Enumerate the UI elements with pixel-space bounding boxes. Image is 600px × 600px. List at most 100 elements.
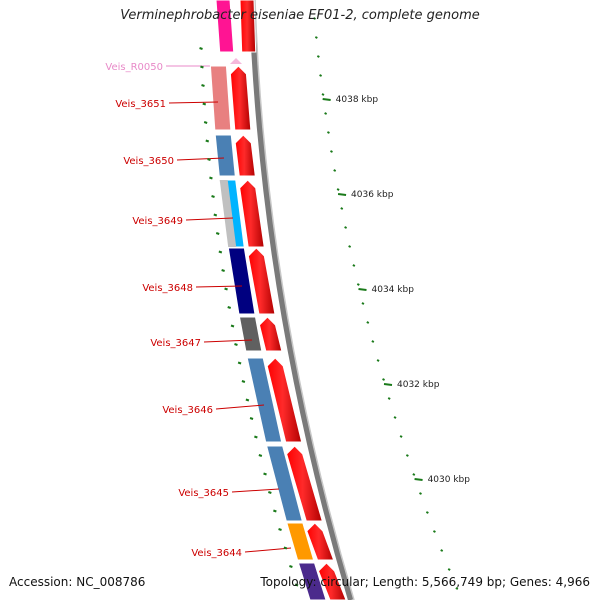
scale-minor-tick xyxy=(412,473,416,476)
genome-summary-text: Topology: circular; Length: 5,566,749 bp… xyxy=(260,575,590,589)
gene-strand-arrow xyxy=(306,522,335,561)
gene-veis-3644[interactable]: Veis_3644 xyxy=(191,522,335,561)
minor-tick xyxy=(258,454,263,457)
scale-minor-tick xyxy=(333,169,337,172)
gene-veis-3649[interactable]: Veis_3649 xyxy=(132,179,265,248)
minor-tick xyxy=(218,250,223,254)
genome-backbone xyxy=(249,0,355,600)
minor-tick xyxy=(241,380,246,383)
gene-feature-block xyxy=(209,65,232,131)
scale-major-tick xyxy=(337,193,347,196)
scale-minor-tick xyxy=(324,112,328,115)
scale-tick-label: 4032 kbp xyxy=(397,380,440,390)
gene-feature-block xyxy=(246,357,283,443)
accession-text: Accession: NC_008786 xyxy=(9,575,146,589)
gene-label[interactable]: Veis_3649 xyxy=(132,216,183,227)
scale-minor-tick xyxy=(376,359,380,362)
scale-major-tick xyxy=(322,98,331,101)
gene-veis-3650[interactable]: Veis_3650 xyxy=(123,134,256,177)
scale-minor-tick xyxy=(340,207,344,210)
gene-feature-block xyxy=(297,562,327,600)
minor-tick xyxy=(283,546,288,550)
scale-minor-tick xyxy=(455,587,459,590)
minor-tick xyxy=(249,417,254,420)
minor-tick xyxy=(205,139,210,143)
scale-minor-tick xyxy=(432,530,436,533)
gene-label-leader xyxy=(168,101,219,104)
scale-minor-tick xyxy=(405,454,409,457)
gene-veis-r0050[interactable]: Veis_R0050 xyxy=(105,58,243,73)
minor-tick xyxy=(234,343,238,346)
scale-minor-tick xyxy=(321,93,325,96)
scale-minor-tick xyxy=(393,416,397,419)
minor-tick xyxy=(221,269,225,272)
scale-minor-tick xyxy=(326,131,330,134)
gene-strand-arrow xyxy=(234,134,256,177)
gene-label[interactable]: Veis_3650 xyxy=(123,156,174,167)
scale-minor-tick xyxy=(371,340,375,343)
gene-veis-3646[interactable]: Veis_3646 xyxy=(162,357,303,443)
gene-label-leader xyxy=(203,339,253,343)
minor-tick xyxy=(224,287,228,291)
minor-tick xyxy=(237,361,242,365)
scale-minor-tick xyxy=(352,264,356,267)
scale-tick-label: 4034 kbp xyxy=(372,285,415,295)
minor-tick xyxy=(202,102,207,106)
minor-tick xyxy=(215,232,220,235)
minor-tick xyxy=(227,306,232,309)
gene-strand-arrow xyxy=(247,247,276,315)
minor-tick xyxy=(203,121,208,124)
gene-strand-arrow xyxy=(229,65,252,131)
rna-marker xyxy=(230,58,243,64)
gene-veis-3651[interactable]: Veis_3651 xyxy=(115,65,252,131)
scale-major-tick xyxy=(414,478,423,481)
scale-tick-label: 4030 kbp xyxy=(428,475,471,485)
gene-strand-arrow xyxy=(286,445,323,522)
gene-feature-block xyxy=(227,247,256,315)
gene-label[interactable]: Veis_3645 xyxy=(178,488,229,499)
gene-strand-arrow xyxy=(239,0,257,53)
minor-tick xyxy=(211,195,215,198)
gene-label[interactable]: Veis_3647 xyxy=(150,338,201,349)
gene-label[interactable]: Veis_3648 xyxy=(142,283,193,294)
minor-tick xyxy=(294,583,299,587)
gene-label-leader xyxy=(215,404,265,410)
gene-label[interactable]: Veis_3651 xyxy=(115,99,166,110)
minor-tick xyxy=(230,324,235,328)
scale-minor-tick xyxy=(330,150,333,153)
scale-minor-tick xyxy=(356,283,360,286)
gene-veis-3647[interactable]: Veis_3647 xyxy=(150,316,283,352)
minor-tick xyxy=(263,472,267,476)
minor-tick xyxy=(201,84,205,87)
scale-minor-tick xyxy=(361,302,365,305)
gene-label[interactable]: Veis_R0050 xyxy=(105,62,163,73)
minor-tick xyxy=(273,509,277,513)
minor-tick xyxy=(278,528,282,531)
scale-minor-tick xyxy=(366,321,370,324)
scale-minor-tick xyxy=(319,74,323,77)
scale-minor-tick xyxy=(336,188,340,191)
scale-minor-tick xyxy=(316,55,320,58)
map-title: Verminephrobacter eiseniae EF01-2, compl… xyxy=(120,8,480,23)
scale-minor-tick xyxy=(440,549,444,552)
scale-tick-label: 4036 kbp xyxy=(351,190,394,200)
gene-label-leader xyxy=(231,488,280,493)
scale-minor-tick xyxy=(344,226,348,229)
gene-label[interactable]: Veis_3644 xyxy=(191,548,242,559)
scale-minor-tick xyxy=(425,511,429,514)
gene-label-leader xyxy=(195,285,243,288)
scale-major-tick xyxy=(358,288,367,291)
gene-veis-3648[interactable]: Veis_3648 xyxy=(142,247,276,315)
gene-label[interactable]: Veis_3646 xyxy=(162,405,213,416)
scale-minor-tick xyxy=(382,378,385,381)
minor-tick xyxy=(209,176,213,180)
gene-feature-block xyxy=(286,522,315,561)
gene-veis-3645[interactable]: Veis_3645 xyxy=(178,445,323,522)
scale-minor-tick xyxy=(399,435,403,438)
scale-tick-label: 4038 kbp xyxy=(336,95,379,105)
scale-minor-tick xyxy=(419,492,422,495)
minor-tick xyxy=(245,398,250,402)
minor-tick xyxy=(268,491,272,494)
gene-label-leader xyxy=(185,217,234,221)
